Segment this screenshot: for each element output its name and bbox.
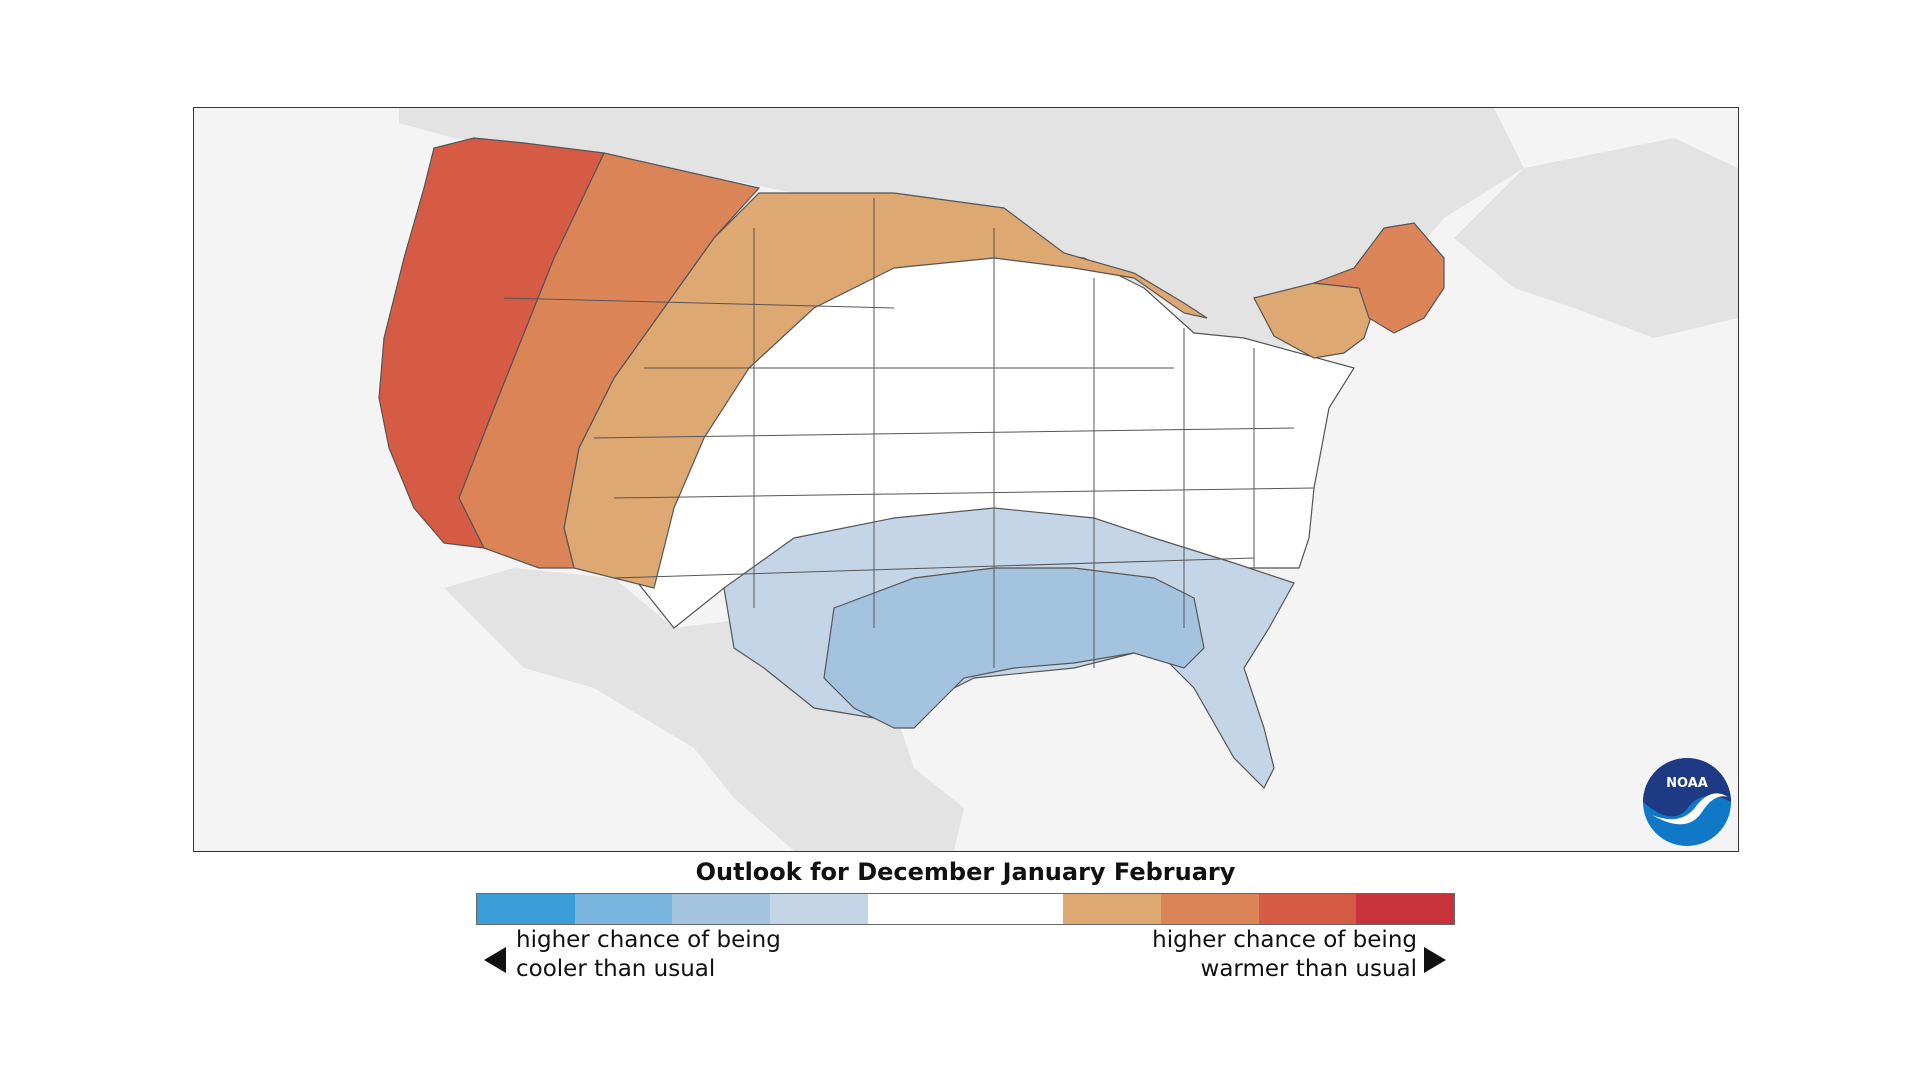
legend-swatch-equal-chances bbox=[867, 894, 1064, 924]
legend-swatch-cool-3 bbox=[574, 894, 673, 924]
region-cool-2 bbox=[823, 567, 1205, 729]
legend-swatch-warm-4 bbox=[1356, 894, 1455, 924]
legend-warm-line2: warmer than usual bbox=[1200, 956, 1417, 982]
legend-swatch-warm-3 bbox=[1258, 894, 1357, 924]
legend-swatch-cool-1 bbox=[770, 894, 868, 924]
region-warm-3 bbox=[378, 137, 605, 549]
legend-swatch-cool-4 bbox=[477, 894, 575, 924]
legend-warm-label: higher chance of being warmer than usual bbox=[1100, 926, 1417, 984]
legend-cool-label: higher chance of being cooler than usual bbox=[516, 926, 781, 984]
legend-warm-line1: higher chance of being bbox=[1152, 927, 1417, 953]
right-arrow-icon bbox=[1424, 947, 1446, 973]
region-warm-2-northeast bbox=[1313, 222, 1445, 334]
legend-swatch-warm-1 bbox=[1063, 894, 1161, 924]
legend-color-scale bbox=[476, 893, 1455, 925]
noaa-logo-upper bbox=[1643, 758, 1731, 817]
map-frame bbox=[193, 107, 1739, 852]
legend-title: Outlook for December January February bbox=[695, 858, 1236, 886]
mexico-land bbox=[444, 568, 964, 851]
legend-swatch-cool-2 bbox=[672, 894, 771, 924]
noaa-logo-text: NOAA bbox=[1666, 776, 1708, 791]
legend-cool-line2: cooler than usual bbox=[516, 956, 716, 982]
us-temperature-map bbox=[378, 108, 1738, 851]
noaa-logo: NOAA bbox=[1643, 758, 1731, 846]
noaa-logo-bird bbox=[1652, 793, 1728, 825]
state-boundaries bbox=[503, 198, 1315, 668]
left-arrow-icon bbox=[484, 947, 506, 973]
canada-east-land bbox=[1454, 138, 1738, 338]
legend-cool-line1: higher chance of being bbox=[516, 927, 781, 953]
legend-swatch-warm-2 bbox=[1160, 894, 1259, 924]
